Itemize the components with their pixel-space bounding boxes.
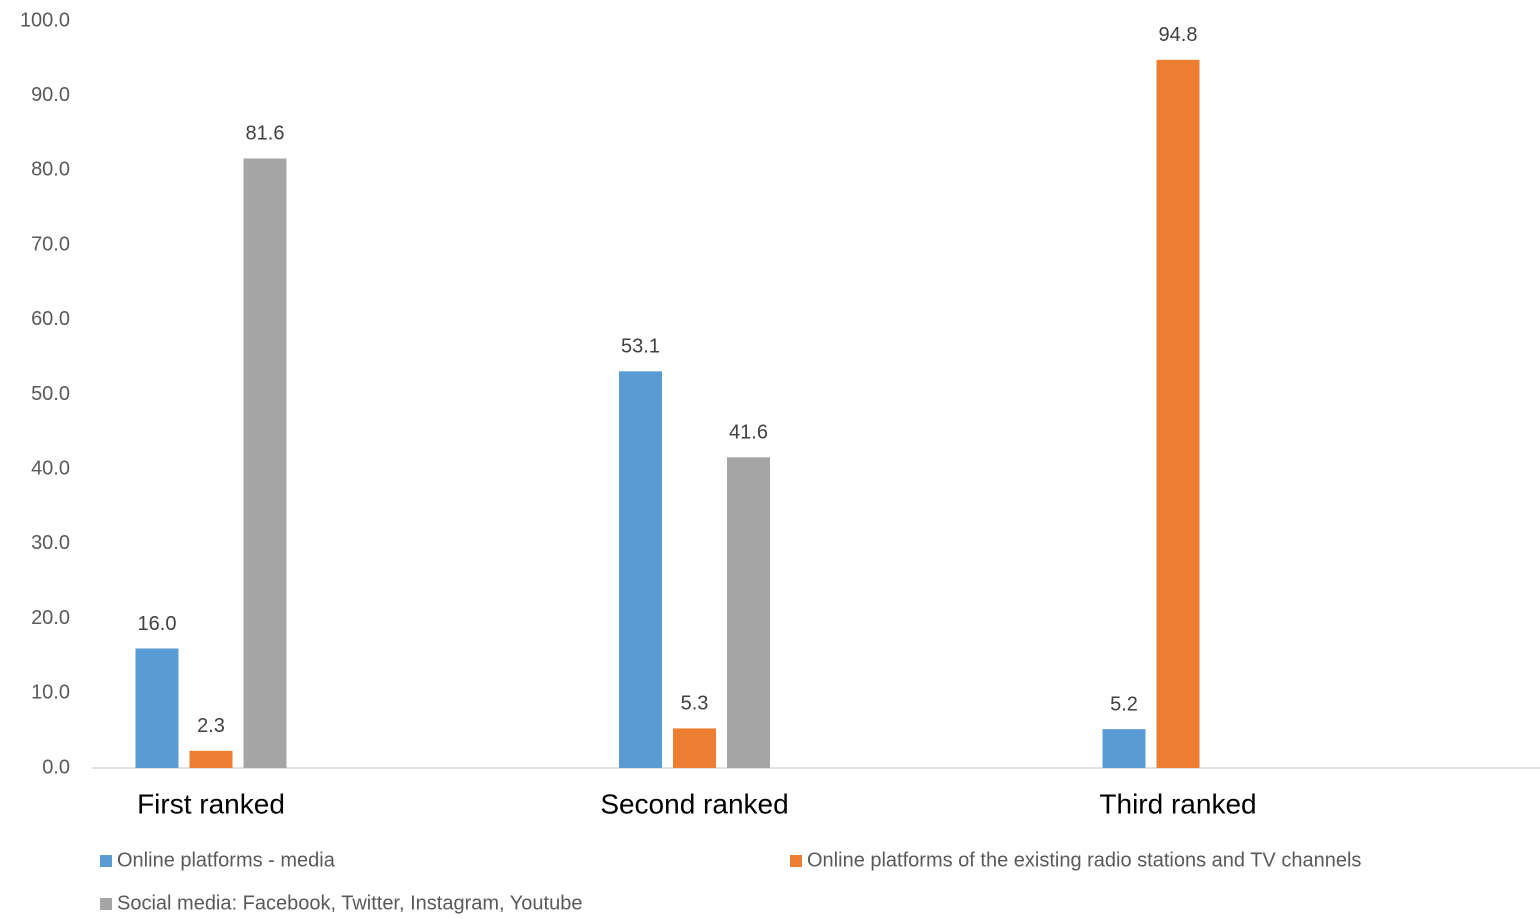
- y-tick-label: 20.0: [31, 607, 70, 629]
- data-label: 53.1: [621, 336, 660, 358]
- legend-swatch: [100, 855, 112, 867]
- y-tick-label: 0.0: [42, 756, 70, 778]
- legend-label: Social media: Facebook, Twitter, Instagr…: [117, 892, 582, 914]
- bar: [1156, 59, 1200, 769]
- data-label: 41.6: [729, 422, 768, 444]
- y-tick-label: 30.0: [31, 532, 70, 554]
- legend-swatch: [100, 898, 112, 910]
- x-tick-label: Third ranked: [1099, 788, 1256, 819]
- bar: [619, 371, 662, 768]
- y-tick-label: 70.0: [31, 233, 70, 255]
- data-label: 5.2: [1110, 693, 1138, 715]
- y-tick-label: 80.0: [31, 159, 70, 181]
- y-tick-label: 90.0: [31, 84, 70, 106]
- data-label: 2.3: [197, 715, 225, 737]
- x-tick-label: Second ranked: [600, 788, 788, 819]
- y-tick-label: 10.0: [31, 682, 70, 704]
- data-label: 81.6: [246, 123, 285, 145]
- data-label: 5.3: [681, 693, 709, 715]
- bar: [135, 648, 179, 768]
- bar: [727, 457, 770, 768]
- bar: [189, 750, 233, 768]
- bar: [243, 158, 287, 768]
- legend-label: Online platforms of the existing radio s…: [807, 849, 1361, 871]
- bar: [1102, 729, 1146, 768]
- y-tick-label: 40.0: [31, 457, 70, 479]
- y-tick-label: 60.0: [31, 308, 70, 330]
- data-label: 94.8: [1159, 24, 1198, 46]
- x-tick-label: First ranked: [137, 788, 285, 819]
- legend-label: Online platforms - media: [117, 849, 336, 871]
- y-tick-label: 100.0: [20, 9, 70, 31]
- data-label: 16.0: [138, 613, 177, 635]
- bar: [673, 728, 716, 768]
- y-tick-label: 50.0: [31, 383, 70, 405]
- legend-swatch: [790, 855, 802, 867]
